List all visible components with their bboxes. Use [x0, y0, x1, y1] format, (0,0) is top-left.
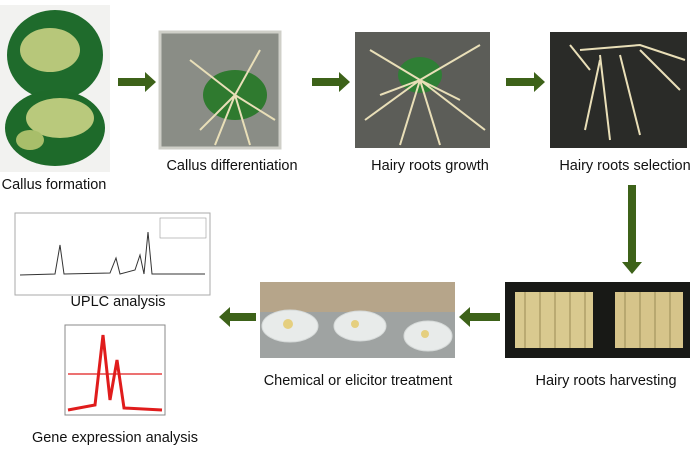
node-label: Hairy roots growth [371, 158, 489, 174]
photo-callus-differentiation [158, 30, 282, 150]
node-label: UPLC analysis [70, 294, 165, 310]
node-label: Gene expression analysis [32, 430, 198, 446]
chart-uplc [14, 212, 211, 296]
node-label: Chemical or elicitor treatment [264, 373, 453, 389]
photo-callus-formation [0, 5, 110, 172]
arrows [118, 72, 642, 327]
chart-melt-curve [64, 324, 166, 416]
photo-hairy-roots-harvesting [505, 282, 690, 358]
node-label: Callus differentiation [166, 158, 297, 174]
photo-hairy-roots-selection [550, 32, 687, 148]
node-label: Callus formation [2, 177, 107, 193]
photo-hairy-roots-growth [355, 32, 490, 148]
photo-chemical-treatment [260, 282, 455, 358]
node-label: Hairy roots harvesting [535, 373, 676, 389]
node-label: Hairy roots selection [559, 158, 690, 174]
